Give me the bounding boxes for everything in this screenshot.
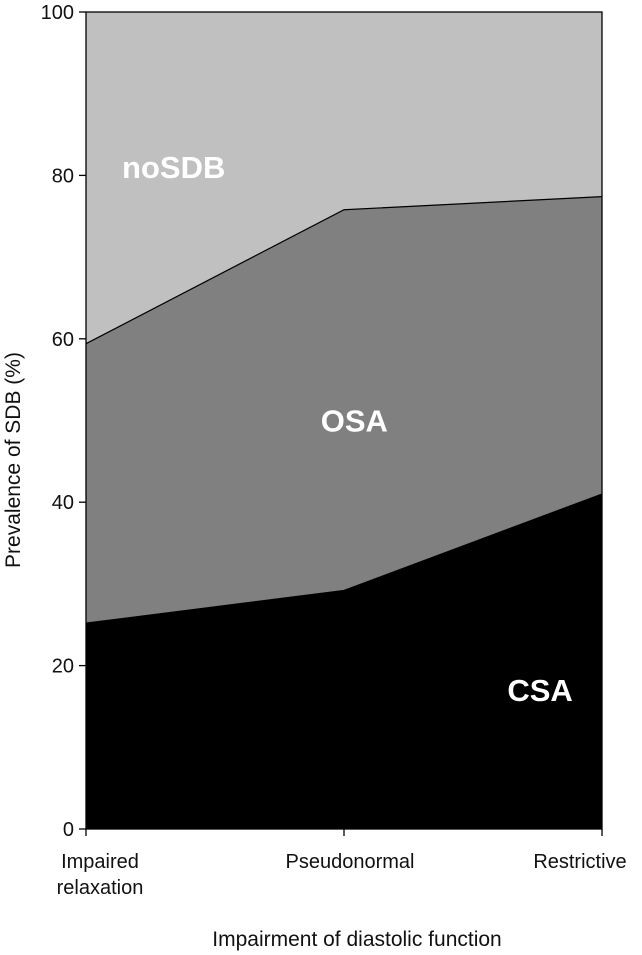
x-tick-label-0: Impaired relaxation <box>57 851 144 899</box>
series-labels-group: CSA OSA noSDB <box>122 150 573 708</box>
y-tick-label-20: 20 <box>52 656 74 678</box>
axes-group: 0 20 40 60 80 100 Impaired relaxation Pseudonorm… <box>41 2 627 899</box>
area-series-group <box>85 12 603 829</box>
y-axis-title: Prevalence of SDB (%) <box>2 352 25 568</box>
x-tick-label-1: Pseudonormal <box>286 851 415 873</box>
x-tick-label-2: Restrictive <box>533 851 626 873</box>
series-label-csa: CSA <box>507 673 572 708</box>
y-tick-label-80: 80 <box>52 165 74 187</box>
series-label-osa: OSA <box>321 404 388 439</box>
y-tick-label-100: 100 <box>41 2 74 24</box>
area-nosdb <box>86 12 602 344</box>
boundary-line-csa <box>85 493 603 624</box>
y-tick-label-0: 0 <box>63 819 74 841</box>
boundary-line-osa <box>85 196 603 345</box>
y-tick-label-40: 40 <box>52 492 74 514</box>
series-label-nosdb: noSDB <box>122 150 225 185</box>
y-tick-label-60: 60 <box>52 329 74 351</box>
area-osa <box>86 196 602 624</box>
area-csa <box>86 494 602 829</box>
x-axis-title: Impairment of diastolic function <box>212 928 501 951</box>
